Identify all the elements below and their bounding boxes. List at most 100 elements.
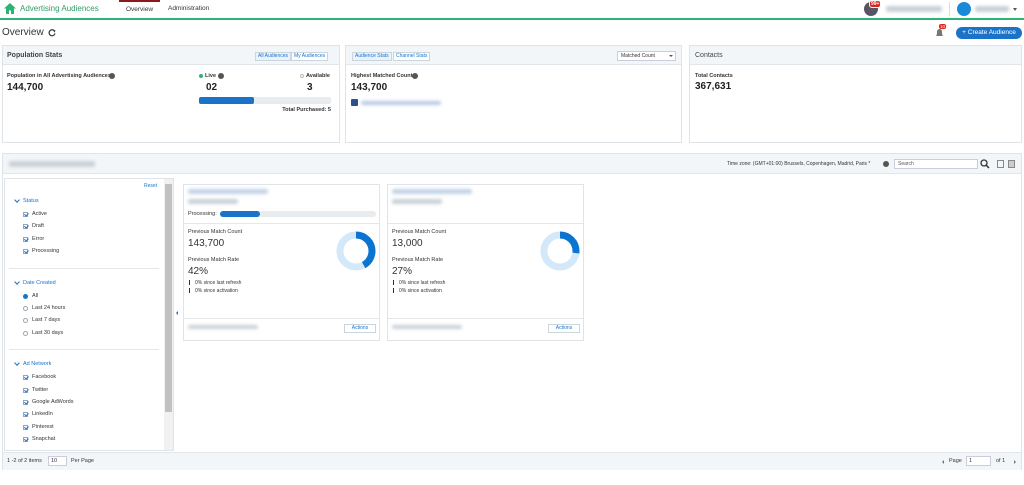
blurred	[188, 199, 238, 204]
create-audience-button[interactable]: + Create Audience	[956, 27, 1022, 39]
divider	[184, 318, 379, 319]
checkbox[interactable]	[23, 400, 28, 405]
processing-track	[220, 211, 376, 217]
radio[interactable]	[23, 306, 28, 311]
up-arrow	[189, 288, 190, 293]
match-count: 13,000	[392, 238, 423, 249]
info-icon[interactable]	[109, 73, 115, 79]
caret	[669, 55, 673, 59]
chevron[interactable]	[14, 197, 20, 203]
filter-option[interactable]: Active	[32, 211, 47, 217]
caret[interactable]	[1013, 8, 1017, 13]
toggle[interactable]: My Audiences	[291, 52, 329, 61]
filter-option[interactable]: Facebook	[32, 374, 57, 381]
match-count-label: Previous Match Count	[188, 229, 243, 235]
refresh-icon[interactable]	[48, 29, 56, 37]
actions-button[interactable]: Actions	[548, 324, 580, 333]
reset-link[interactable]: Reset	[144, 183, 158, 189]
filter-option[interactable]: Twitter	[32, 386, 49, 393]
alert-badge: 10	[939, 24, 947, 29]
toggle[interactable]: All Audiences	[255, 52, 292, 61]
filter-option[interactable]: Last 30 days	[32, 329, 64, 336]
activation-change: 0% since activation	[195, 288, 238, 294]
filter-option[interactable]: Google AdWords	[32, 399, 74, 405]
prev-page[interactable]	[940, 460, 944, 464]
home-icon[interactable]	[4, 3, 16, 14]
filter-option[interactable]: Last 24 hours	[32, 305, 66, 311]
checkbox[interactable]	[23, 387, 28, 393]
checkbox[interactable]	[23, 224, 28, 230]
nav-underline	[0, 18, 1024, 20]
checkbox[interactable]	[23, 212, 28, 217]
dropdown[interactable]: Matched Count	[617, 51, 676, 61]
filter-group-title[interactable]: Status	[23, 198, 39, 204]
tab[interactable]: Overview	[119, 0, 160, 18]
page-size-select[interactable]: 10	[48, 456, 67, 466]
filter-option[interactable]: Last 7 days	[32, 317, 61, 324]
radio[interactable]	[23, 330, 28, 336]
match-rate-label: Previous Match Rate	[392, 257, 444, 263]
radio[interactable]	[23, 293, 28, 299]
filter-option[interactable]: Snapchat	[32, 436, 56, 443]
donut	[540, 231, 580, 271]
progress-track	[199, 97, 331, 104]
checkbox[interactable]	[23, 236, 28, 242]
blurred	[188, 325, 258, 329]
toggle[interactable]: Channel Stats	[393, 52, 431, 61]
divider	[388, 318, 583, 319]
page-input[interactable]: 1	[966, 456, 991, 466]
grid-view-icon[interactable]	[1008, 160, 1015, 168]
audience-stats-panel: Audience Stats Channel Stats Matched Cou…	[345, 45, 682, 143]
filter-group-title[interactable]: Ad Network	[23, 361, 52, 368]
checkbox[interactable]	[23, 412, 28, 418]
filter-option[interactable]: LinkedIn	[32, 411, 53, 418]
refresh-change: 0% since last refresh	[195, 280, 242, 286]
blurred	[392, 189, 472, 194]
actions-button[interactable]: Actions	[344, 324, 376, 333]
next-page[interactable]	[1014, 460, 1018, 464]
donut	[336, 231, 376, 271]
search-icon[interactable]	[980, 159, 990, 169]
separator	[9, 267, 159, 269]
scroll-thumb[interactable]	[165, 184, 172, 412]
chevron[interactable]	[14, 360, 20, 367]
refresh-change: 0% since last refresh	[399, 280, 446, 286]
filter-option[interactable]: Draft	[32, 223, 44, 230]
filter-option[interactable]: All	[32, 292, 39, 299]
up-arrow	[189, 280, 190, 285]
population-panel: Population Stats All Audiences My Audien…	[2, 45, 340, 143]
info-icon[interactable]	[412, 73, 418, 79]
filter-option[interactable]: Error	[32, 235, 45, 242]
activation-change: 0% since activation	[399, 288, 442, 294]
match-rate: 27%	[392, 266, 413, 277]
info-icon[interactable]	[218, 73, 224, 79]
tab[interactable]: Administration	[168, 5, 210, 12]
timezone: Time zone: (GMT+01:00) Brussels, Copenha…	[727, 161, 871, 167]
list-view-icon[interactable]	[997, 160, 1004, 168]
checkbox[interactable]	[23, 375, 28, 381]
filter-option[interactable]: Pinterest	[32, 423, 54, 430]
scrollbar[interactable]	[164, 179, 173, 450]
filter-sidebar: Reset Status Active Draft Error Processing Da…	[4, 178, 174, 451]
live-label: Live	[205, 73, 217, 79]
bell-icon[interactable]	[935, 28, 944, 38]
range-text: 1 -2 of 2 items	[7, 458, 42, 464]
up-arrow	[393, 288, 394, 293]
user-avatar[interactable]	[957, 2, 971, 16]
radio[interactable]	[23, 318, 28, 324]
divider	[388, 223, 583, 224]
filter-group-title[interactable]: Date Created	[23, 279, 56, 286]
filter-option[interactable]: Processing	[32, 248, 60, 255]
chevron[interactable]	[14, 278, 20, 285]
audience-card: Previous Match Count 13,000 Previous Match…	[387, 184, 584, 341]
info-icon[interactable]	[883, 161, 889, 167]
toggle[interactable]: Audience Stats	[352, 52, 392, 61]
checkbox[interactable]	[23, 424, 28, 430]
checkbox[interactable]	[23, 249, 28, 255]
search-input[interactable]: Search	[894, 159, 978, 169]
checkbox[interactable]	[23, 437, 28, 443]
collapse-arrow[interactable]	[174, 311, 178, 315]
match-count: 143,700	[188, 238, 225, 249]
up-arrow	[393, 280, 394, 285]
